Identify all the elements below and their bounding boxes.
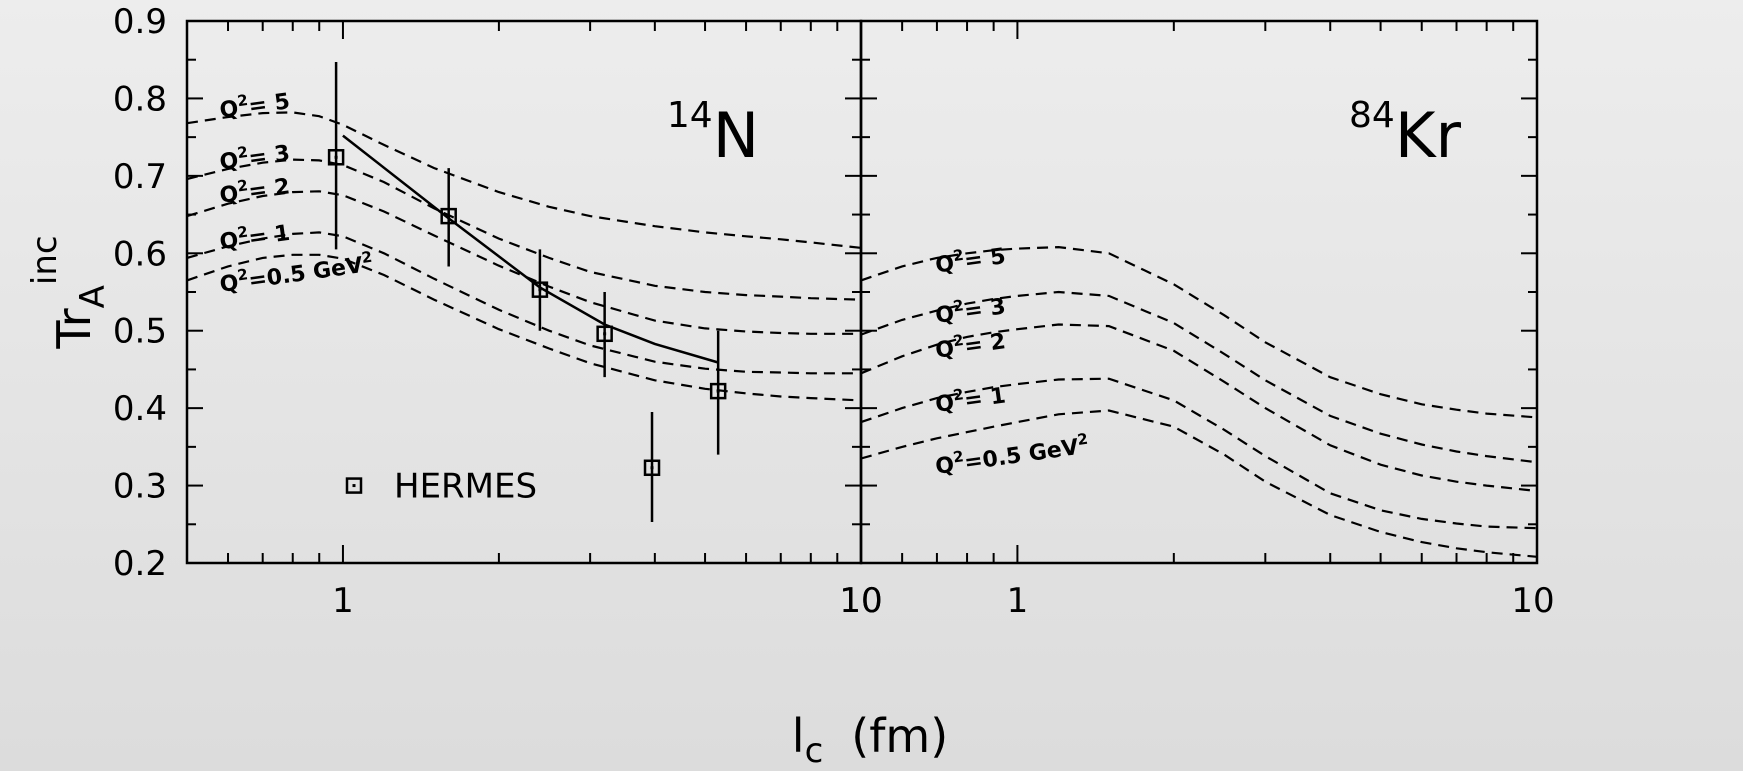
legend-marker (345, 477, 363, 494)
y-tick-label: 0.6 (113, 234, 167, 274)
curve-q2-5 (860, 245, 1538, 419)
hermes-point-center (447, 214, 451, 218)
hermes-point (440, 207, 457, 225)
nucleus-annotation: 14N (667, 95, 759, 172)
curve-q2-1 (186, 231, 861, 375)
x-tick-label: 10 (839, 581, 882, 621)
curve-label-q2-2: Q2= 2 (933, 325, 1007, 364)
x-tick-label: 10 (839, 581, 882, 621)
x-tick-label: 1 (332, 581, 354, 621)
y-axis-title: TrAinc (25, 235, 113, 349)
curve-q2-3 (860, 290, 1538, 464)
legend-marker-center (352, 484, 356, 488)
curve-q2-0.5 (186, 253, 862, 402)
curve-q2-3 (186, 158, 862, 301)
hermes-point (643, 459, 661, 477)
y-tick-label: 0.3 (113, 467, 167, 507)
curve-label-q2-3: Q2= 3 (933, 290, 1007, 329)
hermes-point (531, 281, 549, 298)
x-tick-label: 1 (1007, 581, 1029, 621)
curve-q2-2 (860, 323, 1538, 493)
y-tick-label: 0.4 (113, 389, 167, 429)
nucleus-annotation: 84Kr (1349, 95, 1461, 172)
curve-q2-0.5 (860, 409, 1538, 558)
y-tick-label: 0.2 (113, 544, 167, 584)
hermes-point (709, 382, 727, 400)
y-tick-label: 0.7 (113, 157, 167, 197)
curve-label-q2-2: Q2= 2 (218, 170, 292, 209)
hermes-point-center (650, 466, 654, 470)
hermes-point (327, 149, 345, 166)
legend-label: HERMES (394, 467, 537, 507)
right-panel: 10 1 10 Q2= 5 Q2= 3Q2= 2 Q2= 1 Q2=0.5 GeV2 84Kr (839, 19, 1555, 621)
hermes-point-center (716, 389, 720, 393)
hermes-point (596, 325, 613, 343)
curve-q2-2 (186, 190, 861, 335)
curve-label-q2-3: Q2= 3 (218, 137, 292, 176)
axis-titles: TrAinc lc (fm) (25, 235, 948, 771)
y-tick-label: 0.5 (113, 312, 167, 352)
x-tick-label: 10 (1511, 581, 1554, 621)
hermes-point-center (538, 288, 542, 292)
y-tick-label: 0.9 (113, 2, 167, 42)
curve-label-q2-1: Q2= 1 (218, 217, 292, 256)
curve-q2-1 (860, 377, 1538, 530)
curve-label-q2-5: Q2= 5 (933, 240, 1007, 279)
model-solid-line (342, 134, 719, 364)
curve-label-q2-1: Q2= 1 (933, 379, 1007, 418)
y-tick-label: 0.8 (113, 79, 167, 119)
curve-label-q2-0.5: Q2=0.5 GeV2 (933, 430, 1090, 480)
hermes-point-center (603, 332, 607, 336)
hermes-point-center (334, 155, 338, 159)
curve-q2-5 (186, 111, 862, 249)
x-axis-title: lc (fm) (792, 709, 948, 771)
curve-label-q2-5: Q2= 5 (218, 85, 292, 124)
